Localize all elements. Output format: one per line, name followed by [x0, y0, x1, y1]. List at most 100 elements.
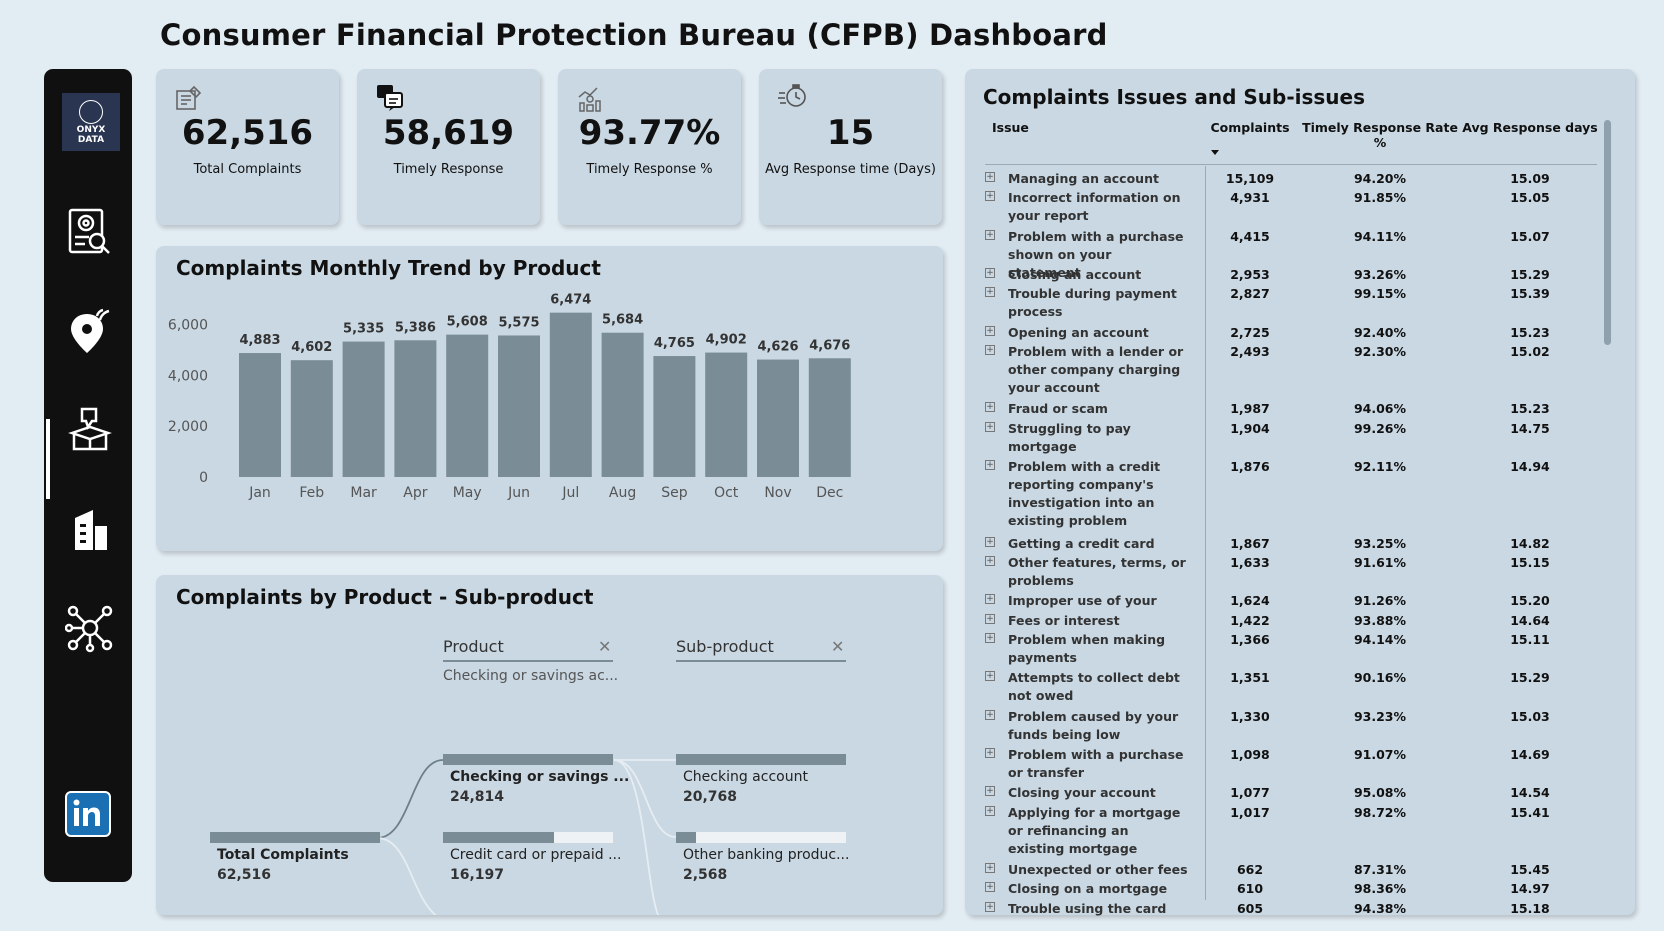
kpi-value: 62,516: [181, 113, 314, 153]
report-search-icon[interactable]: [64, 204, 116, 260]
product-node-fill: [443, 832, 554, 843]
table-row[interactable]: + Trouble using the card 605 94.38% 15.18: [985, 900, 1595, 919]
subproduct-header-underline: [676, 660, 846, 662]
table-row[interactable]: + Unexpected or other fees 662 87.31% 15.45: [985, 861, 1595, 880]
bar-feb[interactable]: [290, 360, 333, 477]
table-row[interactable]: + Problem with a credit reporting company…: [985, 458, 1595, 535]
expand-icon[interactable]: +: [985, 421, 995, 432]
table-row[interactable]: + Trouble during payment process 2,827 99.1…: [985, 285, 1595, 323]
bar-aug[interactable]: [601, 332, 644, 477]
expand-icon[interactable]: +: [985, 536, 995, 547]
complaint-box-icon[interactable]: [64, 402, 116, 458]
expand-icon[interactable]: +: [985, 863, 995, 874]
expand-icon[interactable]: +: [985, 632, 995, 643]
table-row[interactable]: + Closing an account 2,953 93.26% 15.29: [985, 266, 1595, 285]
table-scrollbar-thumb[interactable]: [1604, 120, 1611, 345]
table-row[interactable]: + Attempts to collect debt not owed 1,351 9…: [985, 669, 1595, 707]
avg-days-cell: 15.29: [1510, 670, 1550, 686]
bar-jul[interactable]: [549, 312, 592, 477]
expand-icon[interactable]: +: [985, 594, 995, 605]
expand-icon[interactable]: +: [985, 287, 995, 298]
expand-icon[interactable]: +: [985, 805, 995, 816]
table-row[interactable]: + Opening an account 2,725 92.40% 15.23: [985, 324, 1595, 343]
avg-days-cell: 15.29: [1510, 267, 1550, 282]
bar-jan[interactable]: [239, 353, 281, 477]
expand-icon[interactable]: +: [985, 613, 995, 624]
bar-sep[interactable]: [653, 356, 696, 477]
expand-icon[interactable]: +: [985, 901, 995, 912]
table-row[interactable]: + Problem with a purchase shown on your s…: [985, 228, 1595, 280]
bar-mar[interactable]: [342, 341, 385, 477]
bar-jun[interactable]: [498, 335, 540, 477]
product-node-bar[interactable]: [443, 754, 613, 765]
root-node-bar[interactable]: [210, 832, 380, 843]
subproduct-node-bar[interactable]: [676, 754, 846, 765]
bar-apr[interactable]: [394, 340, 437, 477]
expand-icon[interactable]: +: [985, 325, 995, 336]
table-row[interactable]: + Other features, terms, or problems 1,633…: [985, 554, 1595, 592]
table-row[interactable]: + Problem with a lender or other company …: [985, 343, 1595, 401]
expand-icon[interactable]: +: [985, 671, 995, 682]
product-header-underline: [443, 660, 613, 662]
bar-may[interactable]: [446, 334, 489, 477]
expand-icon[interactable]: +: [985, 172, 995, 182]
col-header-issue[interactable]: Issue: [992, 120, 1029, 135]
kpi-card-timely-response-pct[interactable]: 93.77% Timely Response %: [558, 69, 741, 225]
table-row[interactable]: + Managing an account 15,109 94.20% 15.09: [985, 170, 1595, 189]
bar-oct[interactable]: [705, 352, 748, 477]
table-row[interactable]: + Fees or interest 1,422 93.88% 14.64: [985, 612, 1595, 631]
expand-icon[interactable]: +: [985, 460, 995, 470]
building-icon[interactable]: [64, 501, 116, 557]
table-row[interactable]: + Incorrect information on your report 4,9…: [985, 189, 1595, 227]
bar-dec[interactable]: [808, 358, 851, 477]
col-header-complaints[interactable]: Complaints: [1210, 120, 1290, 135]
y-tick-label: 6,000: [168, 318, 208, 334]
expand-icon[interactable]: +: [985, 229, 995, 240]
expand-icon[interactable]: +: [985, 344, 995, 355]
expand-icon[interactable]: +: [985, 882, 995, 893]
network-icon[interactable]: [64, 600, 116, 656]
subproduct-node-value: 20,768: [683, 789, 738, 805]
table-row[interactable]: + Closing on a mortgage 610 98.36% 14.97: [985, 880, 1595, 899]
expand-icon[interactable]: +: [985, 402, 995, 413]
expand-icon[interactable]: +: [985, 191, 995, 202]
product-filter-value: Checking or savings ac...: [443, 668, 619, 684]
table-row[interactable]: + Closing your account 1,077 95.08% 14.54: [985, 784, 1595, 803]
location-pin-icon[interactable]: [64, 303, 116, 359]
kpi-card-avg-response-time[interactable]: 15 Avg Response time (Days): [759, 69, 942, 225]
trend-bar-chart: 6,000 4,000 2,000 0 4,883 Jan 4,602 Feb 5,335 Ma…: [168, 293, 851, 501]
table-row[interactable]: + Improper use of your 1,624 91.26% 15.20: [985, 592, 1595, 611]
issue-cell: Problem with a purchase or transfer: [1008, 747, 1184, 780]
subproduct-node-name: Other banking produc...: [683, 847, 850, 863]
complaints-cell: 15,109: [1225, 171, 1275, 186]
expand-icon[interactable]: +: [985, 556, 995, 566]
col-header-avg-days[interactable]: Avg Response days: [1462, 120, 1598, 135]
table-row[interactable]: + Applying for a mortgage or refinancing …: [985, 804, 1595, 862]
close-icon[interactable]: ✕: [598, 637, 612, 656]
expand-icon[interactable]: +: [985, 709, 995, 720]
issue-cell: Managing an account: [1008, 171, 1159, 186]
bar-nov[interactable]: [757, 359, 799, 477]
onyx-data-logo[interactable]: ONYX DATA: [62, 93, 120, 151]
expand-icon[interactable]: +: [985, 748, 995, 758]
x-tick-label: Sep: [661, 485, 688, 501]
subproduct-node-bar[interactable]: [676, 832, 846, 843]
table-row[interactable]: + Problem when making payments 1,366 94.14%…: [985, 631, 1595, 669]
expand-icon[interactable]: +: [985, 786, 995, 797]
timely-rate-cell: 94.14%: [1353, 631, 1407, 647]
bar-data-label: 5,386: [395, 320, 436, 335]
avg-days-cell: 15.09: [1510, 171, 1550, 186]
linkedin-icon[interactable]: [65, 791, 111, 837]
product-node-bar[interactable]: [443, 832, 613, 843]
table-row[interactable]: + Fraud or scam 1,987 94.06% 15.23: [985, 400, 1595, 419]
table-row[interactable]: + Problem caused by your funds being low 1…: [985, 708, 1595, 746]
kpi-card-timely-response[interactable]: 58,619 Timely Response: [357, 69, 540, 225]
kpi-card-total-complaints[interactable]: 62,516 Total Complaints: [156, 69, 339, 225]
expand-icon[interactable]: +: [985, 268, 995, 278]
page-title: Consumer Financial Protection Bureau (CF…: [160, 18, 1108, 52]
table-row[interactable]: + Struggling to pay mortgage 1,904 99.26% 14…: [985, 420, 1595, 458]
close-icon[interactable]: ✕: [831, 637, 845, 656]
table-row[interactable]: + Getting a credit card 1,867 93.25% 14.82: [985, 535, 1595, 554]
table-row[interactable]: + Problem with a purchase or transfer 1,09…: [985, 746, 1595, 784]
col-header-timely-rate[interactable]: Timely Response Rate %: [1302, 120, 1458, 150]
